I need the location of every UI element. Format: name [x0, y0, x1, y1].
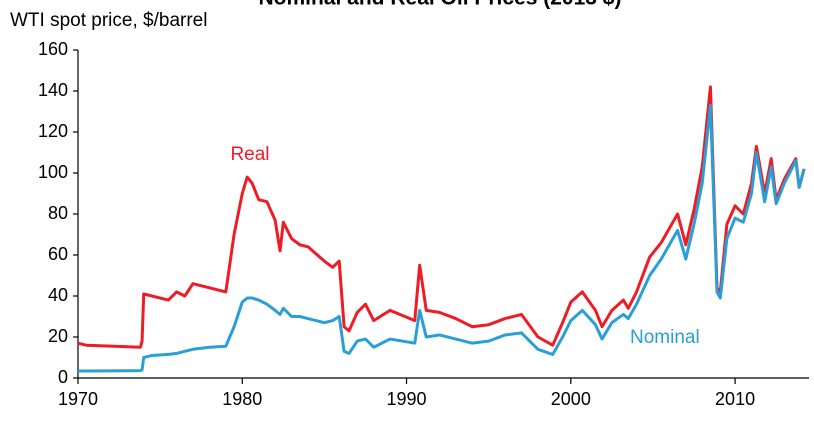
y-tick-label: 140 — [38, 80, 68, 100]
y-tick-label: 120 — [38, 121, 68, 141]
x-tick-label: 1990 — [387, 389, 427, 409]
x-tick-label: 2010 — [715, 389, 755, 409]
y-tick-label: 160 — [38, 39, 68, 59]
series-label: Real — [230, 144, 269, 165]
y-tick-label: 60 — [48, 244, 68, 264]
y-axis-label: WTI spot price, $/barrel — [10, 10, 207, 31]
x-tick-label: 1980 — [222, 389, 262, 409]
series-label: Nominal — [630, 327, 700, 348]
y-tick-label: 40 — [48, 285, 68, 305]
x-tick-label: 1970 — [58, 389, 98, 409]
y-tick-label: 80 — [48, 203, 68, 223]
series-line — [78, 103, 806, 373]
chart-title: Nominal and Real Oil Prices (2013 $) — [259, 0, 622, 10]
y-tick-label: 20 — [48, 326, 68, 346]
y-tick-label: 0 — [58, 367, 68, 387]
x-tick-label: 2000 — [551, 389, 591, 409]
y-tick-label: 100 — [38, 162, 68, 182]
